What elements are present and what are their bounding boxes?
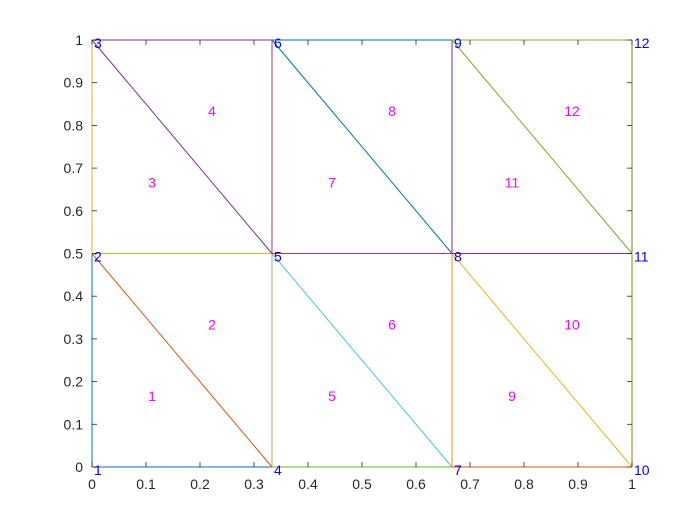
element-label: 9	[508, 388, 516, 404]
y-tick-label: 0.3	[64, 331, 84, 347]
y-tick-label: 1	[75, 32, 83, 48]
x-tick-label: 0.8	[514, 476, 534, 492]
element-label: 5	[328, 388, 336, 404]
node-label: 10	[634, 462, 650, 478]
y-tick-label: 0.6	[64, 203, 84, 219]
x-tick-label: 0.6	[406, 476, 426, 492]
y-tick-label: 0.5	[64, 246, 84, 262]
node-label: 2	[94, 249, 102, 265]
node-label: 12	[634, 35, 650, 51]
y-tick-label: 0.1	[64, 416, 84, 432]
mesh-edge	[91, 253, 273, 468]
x-tick-label: 0.4	[298, 476, 318, 492]
x-tick-label: 0.9	[568, 476, 588, 492]
element-label: 2	[208, 317, 216, 333]
y-tick-label: 0.2	[64, 374, 84, 390]
node-label: 11	[634, 249, 649, 265]
y-tick-label: 0.8	[64, 117, 84, 133]
node-label: 1	[94, 462, 102, 478]
node-label: 6	[274, 35, 282, 51]
element-label: 7	[328, 174, 336, 190]
element-label: 4	[208, 103, 216, 119]
mesh-edge	[451, 253, 633, 468]
node-label: 3	[94, 35, 102, 51]
x-tick-label: 0.5	[352, 476, 372, 492]
y-tick-label: 0.9	[64, 75, 84, 91]
element-label: 6	[388, 317, 396, 333]
node-label: 7	[454, 462, 462, 478]
x-tick-label: 0	[88, 476, 96, 492]
y-tick-label: 0.7	[64, 160, 84, 176]
mesh-edge	[271, 39, 453, 254]
node-label: 9	[454, 35, 462, 51]
node-label: 8	[454, 249, 462, 265]
x-tick-label: 0.1	[136, 476, 156, 492]
y-tick-label: 0	[75, 459, 83, 475]
x-tick-label: 0.2	[190, 476, 210, 492]
element-label: 3	[148, 174, 156, 190]
x-tick-label: 0.7	[460, 476, 480, 492]
element-label: 12	[564, 103, 580, 119]
element-label: 8	[388, 103, 396, 119]
node-label: 4	[274, 462, 282, 478]
element-label: 10	[564, 317, 580, 333]
axes: 0 0.1 0.2 0.3 0.4 0.5 0.6 0.7 0.8 0.9 100.10.20.30…	[64, 32, 637, 492]
x-tick-label: 0.3	[244, 476, 264, 492]
mesh-edge	[91, 39, 273, 254]
element-label: 1	[148, 388, 156, 404]
mesh-edges	[91, 39, 633, 468]
y-tick-label: 0.4	[64, 288, 84, 304]
mesh-edge	[271, 253, 453, 468]
x-tick-label: 1	[628, 476, 636, 492]
node-label: 5	[274, 249, 282, 265]
mesh-edge	[451, 39, 633, 254]
element-label: 11	[505, 174, 520, 190]
